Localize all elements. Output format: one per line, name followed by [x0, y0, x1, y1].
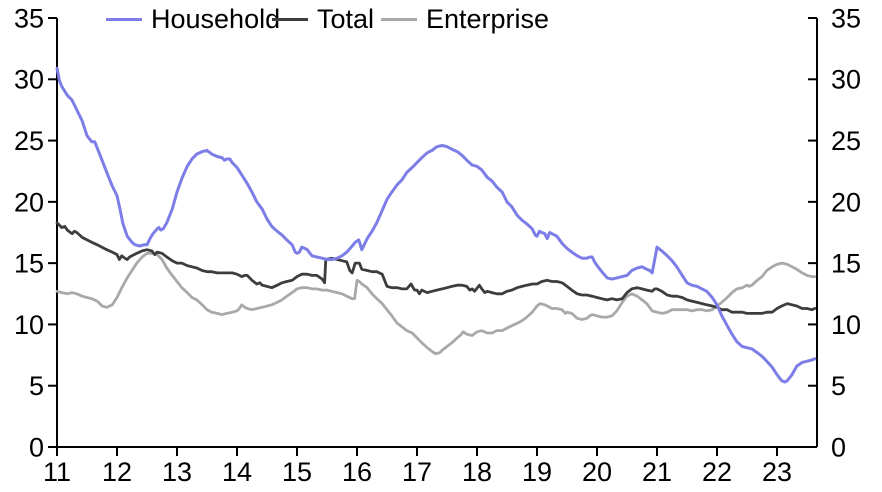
x-tick-label: 16 [342, 457, 372, 487]
y-tick-label-left: 5 [29, 371, 44, 401]
household-line-swatch [106, 17, 142, 21]
x-tick-label: 23 [762, 457, 792, 487]
y-tick-label-right: 10 [831, 310, 861, 340]
y-tick-label-left: 15 [14, 249, 44, 279]
x-tick-label: 21 [642, 457, 672, 487]
y-tick-label-left: 25 [14, 126, 44, 156]
y-tick-label-left: 35 [14, 3, 44, 33]
y-tick-label-right: 35 [831, 3, 861, 33]
y-tick-label-right: 0 [831, 432, 846, 462]
y-tick-label-left: 20 [14, 187, 44, 217]
y-tick-label-right: 5 [831, 371, 846, 401]
legend-item-household: Household [106, 3, 280, 35]
y-tick-label-right: 20 [831, 187, 861, 217]
legend-label-household: Household [151, 4, 281, 34]
y-tick-label-right: 25 [831, 126, 861, 156]
y-tick-label-right: 30 [831, 65, 861, 95]
x-tick-label: 17 [402, 457, 432, 487]
series-household [55, 66, 817, 384]
x-tick-label: 14 [222, 457, 252, 487]
enterprise-line-swatch [381, 17, 417, 21]
x-tick-label: 15 [282, 457, 312, 487]
series-enterprise [55, 251, 817, 356]
total-line-swatch [272, 17, 308, 21]
x-tick-label: 19 [522, 457, 552, 487]
legend-item-total: Total [272, 3, 374, 35]
y-tick-label-left: 0 [29, 432, 44, 462]
x-tick-label: 12 [102, 457, 132, 487]
x-tick-label: 22 [702, 457, 732, 487]
series-total [55, 221, 817, 315]
x-tick-label: 18 [462, 457, 492, 487]
legend-label-total: Total [317, 4, 375, 34]
y-tick-label-left: 30 [14, 65, 44, 95]
x-tick-label: 13 [162, 457, 192, 487]
legend-item-enterprise: Enterprise [381, 3, 549, 35]
x-tick-label: 20 [582, 457, 612, 487]
y-tick-label-right: 15 [831, 249, 861, 279]
x-tick-label: 11 [43, 457, 71, 487]
legend-label-enterprise: Enterprise [426, 4, 550, 34]
y-tick-label-left: 10 [14, 310, 44, 340]
